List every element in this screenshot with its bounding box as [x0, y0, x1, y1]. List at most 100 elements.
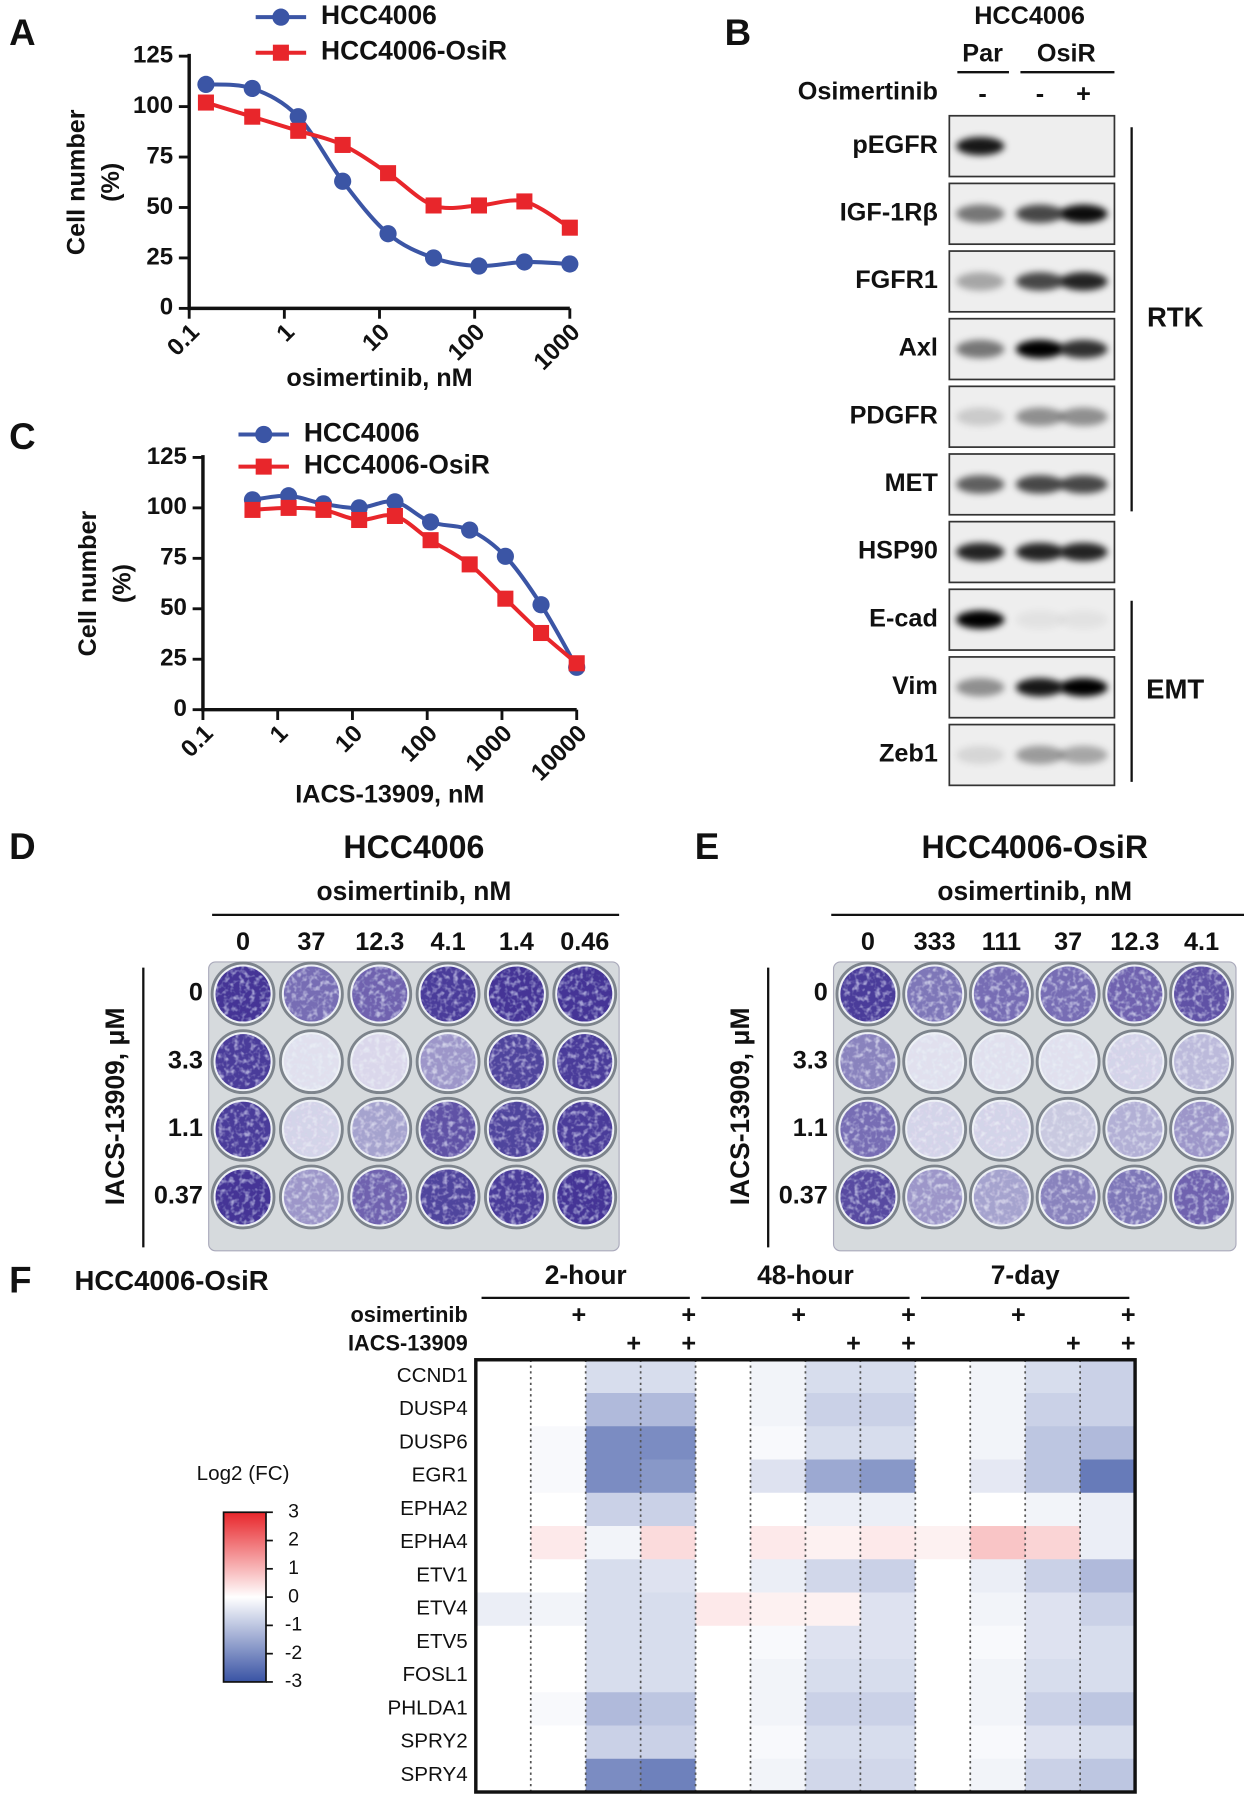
blot-band [1015, 678, 1064, 697]
well-stain [1174, 1101, 1230, 1157]
heat-cell [475, 1625, 532, 1660]
heat-cell [475, 1559, 532, 1594]
heat-cell [805, 1492, 861, 1527]
heat-cell [750, 1359, 807, 1394]
heat-cell [1080, 1359, 1136, 1394]
colorbar-tick-label: 2 [288, 1529, 299, 1551]
heat-cell [970, 1459, 1026, 1494]
y-axis-label: Cell number [74, 511, 102, 657]
point [315, 501, 332, 518]
panel-label: E [695, 826, 719, 867]
blot-label: Zeb1 [879, 740, 938, 768]
well-stain [488, 1034, 544, 1090]
point [470, 197, 488, 214]
row-label: 0 [814, 979, 828, 1007]
point [244, 108, 261, 125]
point [380, 165, 397, 182]
heat-cell [805, 1758, 861, 1793]
heat-cell [585, 1426, 642, 1461]
heat-cell [475, 1459, 532, 1494]
well-stain [352, 1034, 408, 1090]
well-stain [840, 1101, 896, 1157]
heat-cell [530, 1592, 587, 1627]
panel-label: B [725, 12, 751, 53]
heat-cell [640, 1758, 697, 1793]
blot-band [956, 542, 1005, 562]
y-tick-label: 25 [146, 243, 173, 270]
heat-cell [1025, 1725, 1081, 1760]
legend-label: HCC4006-OsiR [304, 450, 490, 480]
x-tick-label: 1 [265, 720, 294, 749]
point [496, 547, 514, 565]
blot-band [1015, 745, 1064, 765]
well-stain [283, 1169, 339, 1225]
treatment-mark: + [1121, 1301, 1136, 1329]
heat-cell [860, 1426, 916, 1461]
x-tick-label: 10000 [526, 720, 592, 786]
colorbar [222, 1511, 267, 1683]
heat-cell [915, 1659, 971, 1693]
well-stain [907, 1034, 963, 1090]
gene-label: ETV4 [416, 1597, 468, 1620]
treatment-label: IACS-13909 [348, 1331, 468, 1356]
heat-cell [695, 1592, 752, 1627]
point [243, 79, 261, 98]
heat-cell [805, 1592, 861, 1627]
point [516, 193, 533, 210]
well-stain [1040, 1169, 1096, 1225]
blot-band [956, 272, 1005, 291]
heat-cell [640, 1692, 697, 1727]
blot-label: Vim [892, 672, 938, 700]
heat-cell [970, 1659, 1026, 1693]
y-tick-label: 25 [160, 645, 187, 672]
well-stain [907, 1169, 963, 1225]
well-stain [907, 966, 963, 1022]
line-chart: 0 25 50 75 100 125 0.1 1 10 100 1000 10000 Cell numb… [74, 417, 592, 808]
heat-cell [1025, 1426, 1081, 1461]
blot-label: HSP90 [858, 537, 938, 565]
heat-cell [970, 1393, 1026, 1427]
group-label: 2-hour [545, 1260, 627, 1290]
fit-curve [252, 505, 579, 665]
heat-cell [805, 1625, 861, 1660]
panel-label: D [9, 826, 35, 867]
blot-band [1059, 678, 1108, 697]
well-stain [907, 1101, 963, 1157]
treatment: - [1036, 80, 1044, 108]
heat-cell [475, 1393, 532, 1427]
well-stain [557, 1169, 613, 1225]
point [334, 172, 352, 190]
well-stain [420, 966, 476, 1022]
well-stain [488, 1101, 544, 1157]
heat-cell [970, 1725, 1026, 1760]
heat-cell [585, 1692, 642, 1727]
heat-cell [640, 1659, 697, 1693]
plate-subtitle: osimertinib, nM [317, 876, 512, 906]
point [532, 596, 550, 614]
heat-cell [805, 1725, 861, 1760]
heat-cell [970, 1359, 1026, 1394]
heat-cell [805, 1459, 861, 1494]
heat-cell [750, 1758, 807, 1793]
heat-cell [530, 1426, 587, 1461]
blot-band [1059, 272, 1108, 291]
treatment-mark: + [1011, 1301, 1026, 1329]
heat-cell [1025, 1359, 1081, 1394]
heat-cell [530, 1625, 587, 1660]
y-tick-label: 125 [147, 443, 187, 470]
point [533, 624, 550, 642]
group-label: RTK [1147, 302, 1204, 333]
well-stain [283, 1034, 339, 1090]
point [515, 253, 533, 271]
well-stain [215, 966, 271, 1022]
gene-label: DUSP4 [399, 1397, 468, 1420]
heat-cell [915, 1592, 971, 1627]
line-chart: 0 25 50 75 100 125 0.1 1 10 100 1000 Cell number (%)… [63, 0, 586, 392]
heat-cell [585, 1592, 642, 1627]
heat-cell [805, 1426, 861, 1461]
point [290, 122, 307, 139]
point [561, 219, 578, 236]
heat-cell [1080, 1659, 1136, 1693]
treatment-mark: + [1066, 1330, 1081, 1358]
